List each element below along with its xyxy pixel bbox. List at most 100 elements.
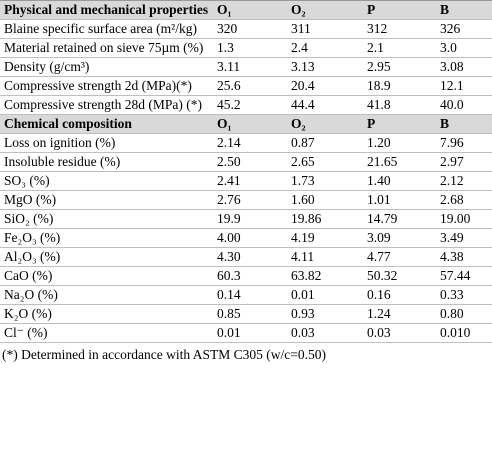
row-label: Fe₂O₃ (%) bbox=[0, 228, 213, 248]
table-row: Insoluble residue (%) 2.50 2.65 21.65 2.97 bbox=[0, 152, 492, 172]
row-label: SiO₂ (%) bbox=[0, 209, 213, 229]
footnote: (*) Determined in accordance with ASTM C… bbox=[2, 347, 327, 362]
cell: 14.79 bbox=[363, 209, 436, 229]
cell: 45.2 bbox=[213, 95, 287, 115]
cell: 4.00 bbox=[213, 228, 287, 248]
table-row: SO₃ (%) 2.41 1.73 1.40 2.12 bbox=[0, 171, 492, 191]
cell: 2.65 bbox=[287, 152, 363, 172]
cell: O₂ bbox=[287, 0, 363, 20]
cell: 60.3 bbox=[213, 266, 287, 286]
cell: 57.44 bbox=[436, 266, 492, 286]
cell: 63.82 bbox=[287, 266, 363, 286]
cell: O₁ bbox=[213, 114, 287, 134]
row-label: Chemical composition bbox=[0, 114, 213, 134]
cell: 44.4 bbox=[287, 95, 363, 115]
cell: 2.97 bbox=[436, 152, 492, 172]
cell: 0.03 bbox=[287, 323, 363, 343]
table-row: Density (g/cm³) 3.11 3.13 2.95 3.08 bbox=[0, 57, 492, 77]
cell: 2.14 bbox=[213, 133, 287, 153]
row-label: SO₃ (%) bbox=[0, 171, 213, 191]
table-row: Blaine specific surface area (m²/kg) 320 3… bbox=[0, 19, 492, 39]
cell: 2.68 bbox=[436, 190, 492, 210]
cell: 0.14 bbox=[213, 285, 287, 305]
cell: 1.01 bbox=[363, 190, 436, 210]
row-label: Na₂O (%) bbox=[0, 285, 213, 305]
cell: 19.86 bbox=[287, 209, 363, 229]
table-row: Al₂O₃ (%) 4.30 4.11 4.77 4.38 bbox=[0, 247, 492, 267]
cell: 21.65 bbox=[363, 152, 436, 172]
cell: 20.4 bbox=[287, 76, 363, 96]
cell: 312 bbox=[363, 19, 436, 39]
cell: 1.40 bbox=[363, 171, 436, 191]
cell: 0.80 bbox=[436, 304, 492, 324]
header-row: Chemical composition O₁ O₂ P B bbox=[0, 114, 492, 134]
cell: 1.24 bbox=[363, 304, 436, 324]
cell: 12.1 bbox=[436, 76, 492, 96]
cell: B bbox=[436, 0, 492, 20]
table-row: CaO (%) 60.3 63.82 50.32 57.44 bbox=[0, 266, 492, 286]
table-row: Compressive strength 2d (MPa)(*) 25.6 20.4… bbox=[0, 76, 492, 96]
cell: 0.01 bbox=[213, 323, 287, 343]
cell: 1.73 bbox=[287, 171, 363, 191]
cell: 4.19 bbox=[287, 228, 363, 248]
table-row: Na₂O (%) 0.14 0.01 0.16 0.33 bbox=[0, 285, 492, 305]
cell: 25.6 bbox=[213, 76, 287, 96]
cell: 0.01 bbox=[287, 285, 363, 305]
cell: 0.33 bbox=[436, 285, 492, 305]
row-label: Cl⁻ (%) bbox=[0, 323, 213, 343]
cell: O₂ bbox=[287, 114, 363, 134]
header-row: Physical and mechanical properties O₁ O₂ P B bbox=[0, 0, 492, 20]
row-label: Compressive strength 28d (MPa) (*) bbox=[0, 95, 213, 115]
cell: O₁ bbox=[213, 0, 287, 20]
cell: 326 bbox=[436, 19, 492, 39]
table-row: Cl⁻ (%) 0.01 0.03 0.03 0.010 bbox=[0, 323, 492, 343]
cell: P bbox=[363, 114, 436, 134]
cell: 2.41 bbox=[213, 171, 287, 191]
cell: 1.3 bbox=[213, 38, 287, 58]
table-row: Fe₂O₃ (%) 4.00 4.19 3.09 3.49 bbox=[0, 228, 492, 248]
cell: B bbox=[436, 114, 492, 134]
row-label: K₂O (%) bbox=[0, 304, 213, 324]
cell: 4.77 bbox=[363, 247, 436, 267]
table-row: Compressive strength 28d (MPa) (*) 45.2 44… bbox=[0, 95, 492, 115]
cell: 0.87 bbox=[287, 133, 363, 153]
cell: 4.38 bbox=[436, 247, 492, 267]
row-label: Compressive strength 2d (MPa)(*) bbox=[0, 76, 213, 96]
cell: 0.16 bbox=[363, 285, 436, 305]
cell: 2.76 bbox=[213, 190, 287, 210]
cell: 0.03 bbox=[363, 323, 436, 343]
cell: P bbox=[363, 0, 436, 20]
row-label: Physical and mechanical properties bbox=[0, 0, 213, 20]
row-label: MgO (%) bbox=[0, 190, 213, 210]
cell: 0.85 bbox=[213, 304, 287, 324]
cell: 0.93 bbox=[287, 304, 363, 324]
cell: 4.11 bbox=[287, 247, 363, 267]
cell: 2.12 bbox=[436, 171, 492, 191]
cell: 1.20 bbox=[363, 133, 436, 153]
row-label: Density (g/cm³) bbox=[0, 57, 213, 77]
cell: 7.96 bbox=[436, 133, 492, 153]
row-label: Blaine specific surface area (m²/kg) bbox=[0, 19, 213, 39]
cell: 3.09 bbox=[363, 228, 436, 248]
row-label: Material retained on sieve 75µm (%) bbox=[0, 38, 213, 58]
cell: 2.4 bbox=[287, 38, 363, 58]
cell: 19.00 bbox=[436, 209, 492, 229]
cell: 2.1 bbox=[363, 38, 436, 58]
table-row: MgO (%) 2.76 1.60 1.01 2.68 bbox=[0, 190, 492, 210]
cell: 3.0 bbox=[436, 38, 492, 58]
cell: 19.9 bbox=[213, 209, 287, 229]
cell: 320 bbox=[213, 19, 287, 39]
table-row: K₂O (%) 0.85 0.93 1.24 0.80 bbox=[0, 304, 492, 324]
cell: 41.8 bbox=[363, 95, 436, 115]
cell: 3.11 bbox=[213, 57, 287, 77]
cell: 2.95 bbox=[363, 57, 436, 77]
table-row: Loss on ignition (%) 2.14 0.87 1.20 7.96 bbox=[0, 133, 492, 153]
cell: 18.9 bbox=[363, 76, 436, 96]
row-label: Al₂O₃ (%) bbox=[0, 247, 213, 267]
cell: 3.13 bbox=[287, 57, 363, 77]
row-label: CaO (%) bbox=[0, 266, 213, 286]
row-label: Insoluble residue (%) bbox=[0, 152, 213, 172]
cell: 40.0 bbox=[436, 95, 492, 115]
cell: 2.50 bbox=[213, 152, 287, 172]
table-row: SiO₂ (%) 19.9 19.86 14.79 19.00 bbox=[0, 209, 492, 229]
